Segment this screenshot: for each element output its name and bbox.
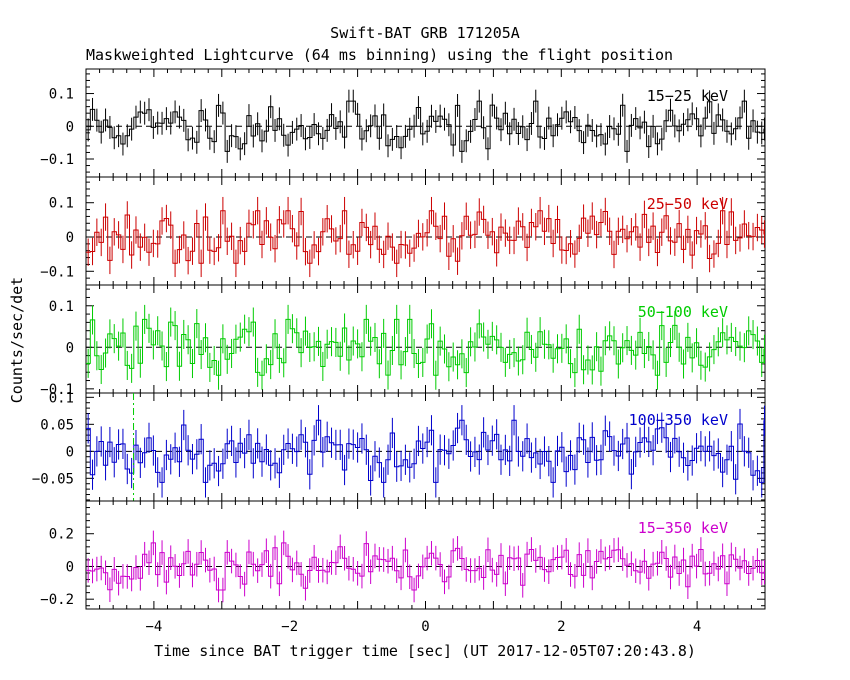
x-axis-label: Time since BAT trigger time [sec] (UT 20… bbox=[154, 642, 696, 660]
chart-subtitle: Maskweighted Lightcurve (64 ms binning) … bbox=[86, 46, 673, 64]
band-label: 25−50 keV bbox=[647, 195, 728, 213]
y-tick-label: 0 bbox=[66, 230, 74, 246]
y-tick-label: 0 bbox=[66, 119, 74, 135]
panels: −0.1 0 0.1 15−25 keV −0.1 0 0.1 25−50 keV −0.1 0 0… bbox=[32, 68, 766, 635]
band-label: 50−100 keV bbox=[638, 303, 728, 321]
lightcurve-series bbox=[86, 196, 765, 278]
y-axis-label: Counts/sec/det bbox=[8, 277, 26, 403]
x-tick-label: 0 bbox=[421, 619, 429, 635]
x-tick-label: −4 bbox=[145, 619, 162, 635]
x-tick-label: −2 bbox=[281, 619, 298, 635]
y-tick-label: 0 bbox=[66, 559, 74, 575]
lightcurve-step-line bbox=[86, 210, 765, 264]
lightcurve-series bbox=[86, 89, 765, 163]
panel-2: −0.1 0 0.1 25−50 keV bbox=[40, 176, 766, 286]
lightcurve-series bbox=[86, 405, 765, 498]
lightcurve-step-line bbox=[86, 419, 765, 483]
y-tick-label: 0.2 bbox=[49, 527, 74, 543]
y-tick-label: 0.1 bbox=[49, 87, 74, 103]
panel-4: −0.05 0 0.05 0.1 100−350 keV bbox=[32, 390, 766, 502]
y-tick-label: −0.2 bbox=[40, 592, 74, 608]
y-tick-label: 0.1 bbox=[49, 196, 74, 212]
band-label: 15−25 keV bbox=[647, 87, 728, 105]
panel-5: −0.2 0 0.2 15−350 keV −4 −2 0 2 4 bbox=[40, 500, 766, 635]
panel-3: −0.1 0 0.1 50−100 keV bbox=[40, 284, 766, 398]
y-tick-label: 0.05 bbox=[40, 417, 74, 433]
x-tick-label: 4 bbox=[693, 619, 701, 635]
chart-title: Swift-BAT GRB 171205A bbox=[330, 24, 520, 42]
lightcurve-step-line bbox=[86, 318, 765, 376]
y-tick-label: −0.1 bbox=[40, 152, 74, 168]
panel-1: −0.1 0 0.1 15−25 keV bbox=[40, 68, 766, 178]
x-tick-label: 2 bbox=[557, 619, 565, 635]
lightcurve-step-line bbox=[86, 542, 765, 591]
y-tick-label: 0.1 bbox=[49, 390, 74, 406]
y-tick-label: −0.05 bbox=[32, 471, 74, 487]
lightcurve-step-line bbox=[86, 100, 765, 152]
y-tick-label: 0 bbox=[66, 340, 74, 356]
y-tick-label: −0.1 bbox=[40, 382, 74, 398]
band-label: 15−350 keV bbox=[638, 519, 728, 537]
y-tick-label: 0.1 bbox=[49, 299, 74, 315]
panel-frame bbox=[85, 68, 766, 178]
lightcurve-series bbox=[86, 530, 765, 603]
y-tick-label: 0 bbox=[66, 444, 74, 460]
lightcurve-series bbox=[86, 304, 765, 390]
y-tick-label: −0.1 bbox=[40, 264, 74, 280]
band-label: 100−350 keV bbox=[629, 411, 728, 429]
